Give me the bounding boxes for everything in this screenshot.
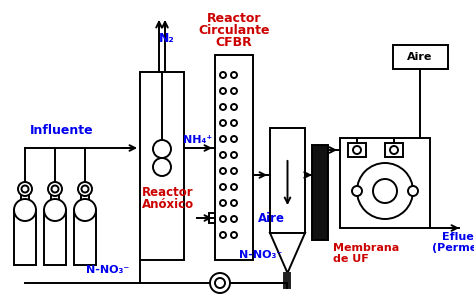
Circle shape [14,199,36,221]
Circle shape [153,140,171,158]
Bar [348,143,366,157]
Circle shape [44,199,66,221]
Circle shape [220,88,226,94]
Circle shape [210,273,230,293]
Bar [215,55,253,260]
Circle shape [220,120,226,126]
Circle shape [231,152,237,158]
Bar [209,213,215,223]
Text: de UF: de UF [333,254,369,264]
Bar [312,145,328,240]
Circle shape [52,185,58,192]
Text: Aire: Aire [407,52,433,62]
Bar [340,138,430,228]
Circle shape [220,136,226,142]
Bar [74,210,96,265]
Circle shape [352,186,362,196]
Text: N-NO₃⁻: N-NO₃⁻ [239,250,282,260]
Text: Reactor: Reactor [142,185,193,199]
Circle shape [357,163,413,219]
Circle shape [231,200,237,206]
Circle shape [48,182,62,196]
Text: Anóxico: Anóxico [142,197,194,211]
Circle shape [231,216,237,222]
Circle shape [231,120,237,126]
Circle shape [220,216,226,222]
Circle shape [220,104,226,110]
Circle shape [78,182,92,196]
Circle shape [220,72,226,78]
Circle shape [18,182,32,196]
Circle shape [74,199,96,221]
Circle shape [231,184,237,190]
Text: Reactor: Reactor [207,11,261,25]
Circle shape [231,72,237,78]
Circle shape [153,158,171,176]
Circle shape [82,185,89,192]
Text: Aire: Aire [258,212,285,224]
Bar [81,193,89,207]
Circle shape [390,146,398,154]
Circle shape [220,232,226,238]
Text: NH₄⁺: NH₄⁺ [183,135,213,145]
Circle shape [353,146,361,154]
Text: Membrana: Membrana [333,243,399,253]
Bar [44,210,66,265]
Circle shape [220,200,226,206]
Circle shape [215,278,225,288]
Text: CFBR: CFBR [216,36,252,49]
Text: Influente: Influente [30,123,94,137]
Bar [14,210,36,265]
Bar [270,128,305,233]
Text: Circulante: Circulante [198,24,270,37]
Text: N-NO₃⁻: N-NO₃⁻ [86,265,129,275]
Bar [393,45,448,69]
Circle shape [220,184,226,190]
Circle shape [231,168,237,174]
Circle shape [231,104,237,110]
Circle shape [220,152,226,158]
Bar [284,273,291,288]
Polygon shape [270,233,305,273]
Circle shape [373,179,397,203]
Bar [51,193,59,207]
Circle shape [21,185,28,192]
Circle shape [220,168,226,174]
Text: (Permeado): (Permeado) [432,243,474,253]
Bar [385,143,403,157]
Bar [140,72,184,260]
Circle shape [231,136,237,142]
Text: Efluente: Efluente [442,232,474,242]
Circle shape [231,232,237,238]
Circle shape [231,88,237,94]
Text: N₂: N₂ [159,32,175,45]
Bar [21,193,29,207]
Circle shape [408,186,418,196]
